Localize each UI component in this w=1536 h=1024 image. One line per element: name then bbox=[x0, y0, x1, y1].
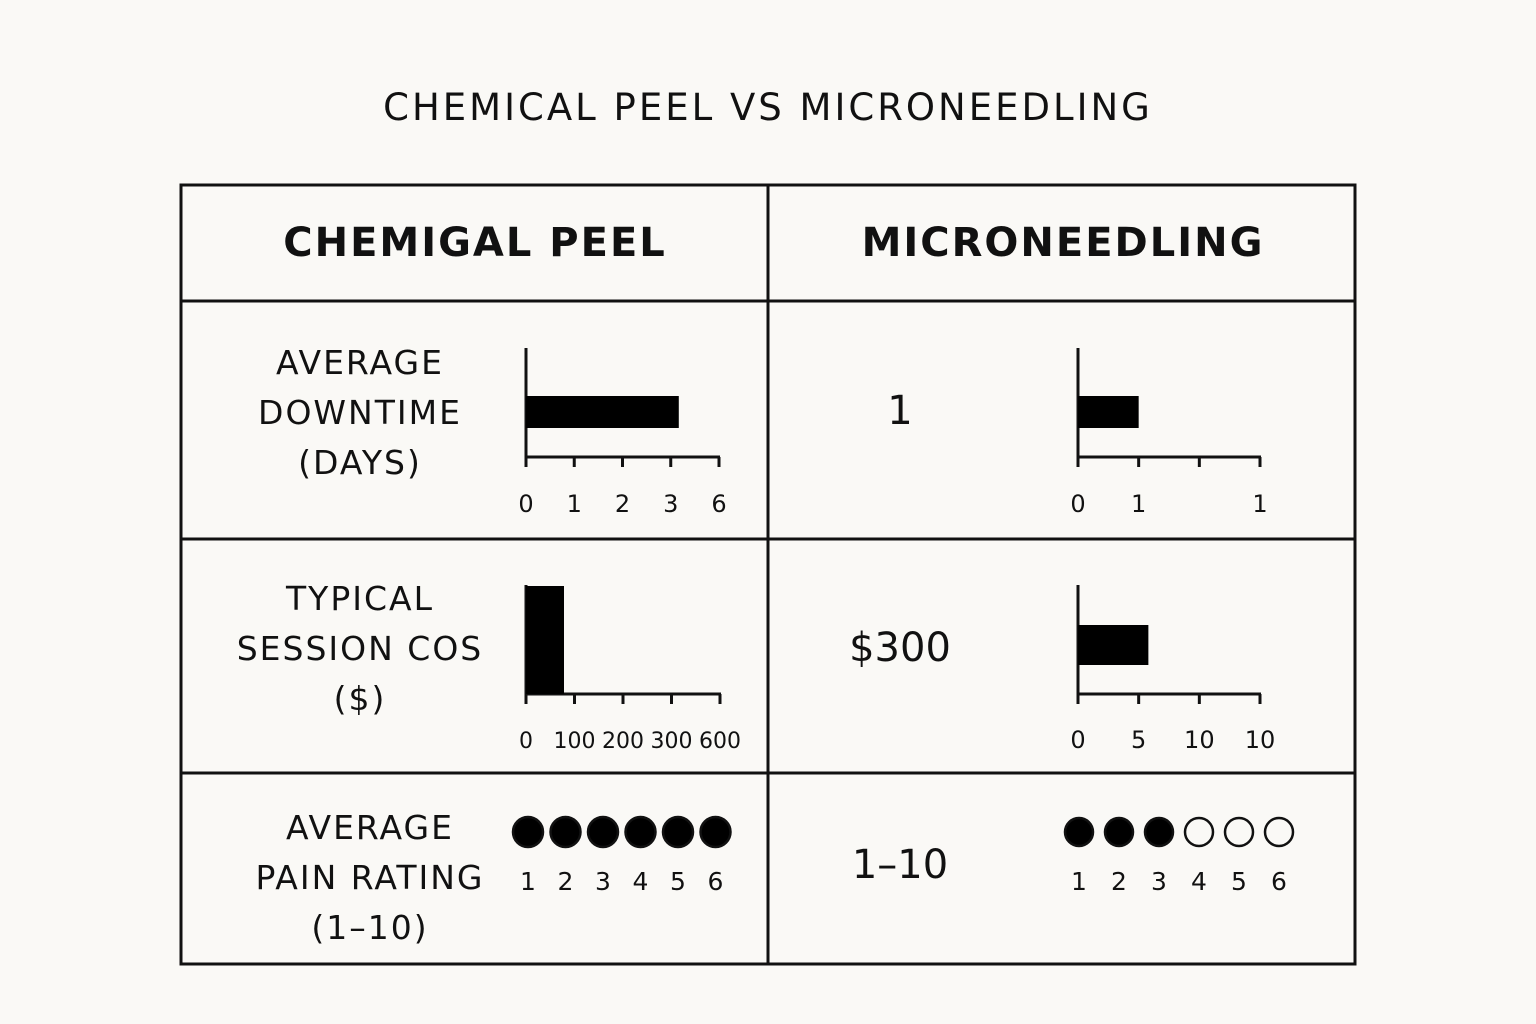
label-line: PAIN RATING bbox=[255, 858, 485, 897]
label-line: TYPICAL bbox=[286, 579, 434, 618]
chemical-peel-cost-tick-label: 600 bbox=[699, 729, 741, 754]
microneedling-pain-dot-label: 1 bbox=[1071, 867, 1087, 896]
chemical-peel-downtime-tick-label: 6 bbox=[711, 490, 726, 518]
label-line: (DAYS) bbox=[298, 443, 422, 482]
charts-layer: 0 1 2 3 6 0 1 10 100 200 300 600 0 5 10 101 2 3 4 5 6 1 2 3 4 5 6 bbox=[511, 348, 1295, 896]
microneedling-cost-tick-label: 10 bbox=[1184, 726, 1215, 754]
chemical-peel-cost-tick-label: 300 bbox=[651, 729, 693, 754]
microneedling-pain-dot-label: 6 bbox=[1271, 867, 1287, 896]
header-microneedling: MICRONEEDLING bbox=[861, 220, 1265, 266]
chemical-peel-cost-tick-label: 200 bbox=[602, 729, 644, 754]
microneedling-pain-value: 1–10 bbox=[851, 842, 949, 888]
label-line: AVERAGE bbox=[286, 808, 454, 847]
microneedling-downtime-bar bbox=[1078, 396, 1139, 428]
row-label-downtime: AVERAGE DOWNTIME (DAYS) bbox=[210, 338, 510, 488]
microneedling-downtime-value: 1 bbox=[887, 388, 913, 434]
chemical-peel-pain-dot-label: 6 bbox=[708, 867, 724, 896]
chemical-peel-cost-tick-label: 0 bbox=[519, 729, 533, 754]
chemical-peel-pain-dot-label: 5 bbox=[670, 867, 686, 896]
microneedling-cost-tick-label: 0 bbox=[1070, 726, 1085, 754]
label-line: DOWNTIME bbox=[258, 393, 462, 432]
microneedling-cost-tick-label: 10 bbox=[1245, 726, 1276, 754]
microneedling-pain-dot-filled bbox=[1143, 816, 1175, 848]
chemical-peel-downtime-bar bbox=[526, 396, 679, 428]
microneedling-downtime-tick-label: 1 bbox=[1252, 490, 1267, 518]
microneedling-pain-dot-label: 5 bbox=[1231, 867, 1247, 896]
chemical-peel-pain-dot-label: 2 bbox=[558, 867, 574, 896]
microneedling-pain-dot-empty bbox=[1223, 816, 1255, 848]
row-label-cost: TYPICAL SESSION COS ($) bbox=[210, 574, 510, 724]
microneedling-pain-dot-filled bbox=[1103, 816, 1135, 848]
microneedling-cost-bar bbox=[1078, 625, 1149, 665]
page-title: CHEMICAL PEEL VS MICRONEEDLING bbox=[383, 86, 1153, 129]
chemical-peel-downtime-tick-label: 0 bbox=[518, 490, 533, 518]
chemical-peel-pain-dot-filled bbox=[511, 815, 545, 849]
microneedling-pain-dot-label: 4 bbox=[1191, 867, 1207, 896]
chemical-peel-downtime-tick-label: 1 bbox=[567, 490, 582, 518]
chemical-peel-downtime-tick-label: 3 bbox=[663, 490, 678, 518]
chemical-peel-cost-tick-label: 100 bbox=[554, 729, 596, 754]
row-label-pain: AVERAGE PAIN RATING (1–10) bbox=[220, 803, 520, 953]
label-line: ($) bbox=[333, 679, 387, 718]
microneedling-cost-value: $300 bbox=[849, 625, 951, 671]
chemical-peel-pain-dot-filled bbox=[586, 815, 620, 849]
chemical-peel-pain-dot-label: 3 bbox=[595, 867, 611, 896]
header-chemical-peel: CHEMIGAL PEEL bbox=[283, 220, 667, 266]
microneedling-downtime-tick-label: 1 bbox=[1131, 490, 1146, 518]
microneedling-cost-tick-label: 5 bbox=[1131, 726, 1146, 754]
chemical-peel-pain-dot-filled bbox=[699, 815, 732, 849]
chemical-peel-pain-dot-label: 4 bbox=[633, 867, 649, 896]
microneedling-pain-dot-label: 3 bbox=[1151, 867, 1167, 896]
microneedling-pain-dot-label: 2 bbox=[1111, 867, 1127, 896]
chemical-peel-downtime-tick-label: 2 bbox=[615, 490, 630, 518]
label-line: SESSION COS bbox=[236, 629, 484, 668]
chemical-peel-pain-dot-label: 1 bbox=[520, 867, 536, 896]
label-line: (1–10) bbox=[311, 908, 429, 947]
microneedling-pain-dot-empty bbox=[1183, 816, 1215, 848]
microneedling-pain-dot-empty bbox=[1263, 816, 1295, 848]
chemical-peel-pain-dot-filled bbox=[549, 815, 582, 849]
microneedling-downtime-tick-label: 0 bbox=[1070, 490, 1085, 518]
chemical-peel-pain-dot-filled bbox=[661, 815, 695, 849]
chemical-peel-cost-bar bbox=[526, 586, 564, 694]
label-line: AVERAGE bbox=[276, 343, 444, 382]
chemical-peel-pain-dot-filled bbox=[624, 815, 657, 849]
microneedling-pain-dot-filled bbox=[1063, 816, 1095, 848]
